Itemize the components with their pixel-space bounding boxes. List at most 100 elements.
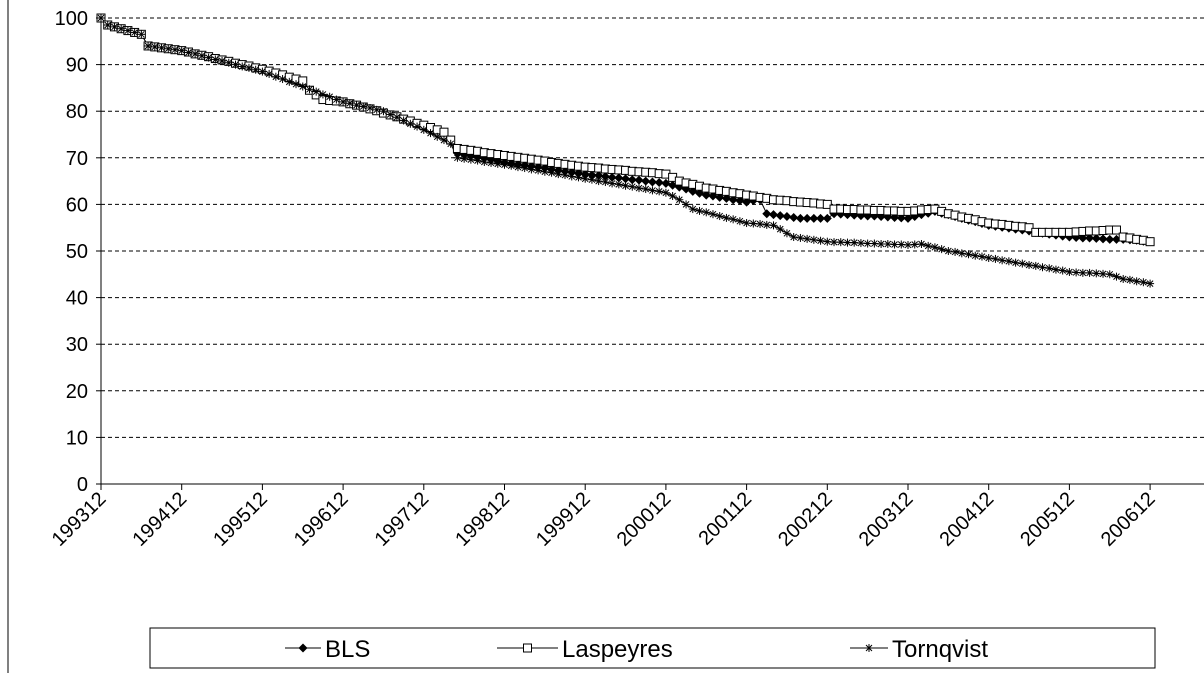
data-point bbox=[695, 206, 704, 215]
data-point bbox=[1038, 263, 1047, 272]
data-point bbox=[1111, 225, 1121, 235]
legend-marker bbox=[865, 644, 873, 652]
data-point bbox=[910, 240, 919, 249]
data-point bbox=[587, 175, 596, 184]
data-point bbox=[540, 167, 549, 176]
data-point bbox=[372, 105, 381, 114]
data-point bbox=[1078, 268, 1087, 277]
data-point bbox=[647, 177, 657, 187]
data-point bbox=[715, 212, 724, 221]
data-point bbox=[843, 238, 852, 247]
data-point bbox=[641, 176, 651, 186]
data-point bbox=[581, 174, 590, 183]
data-point bbox=[500, 160, 509, 169]
data-point bbox=[366, 103, 374, 112]
x-tick-label: 200312 bbox=[855, 488, 918, 551]
data-point bbox=[762, 220, 771, 229]
data-point bbox=[944, 247, 953, 255]
data-point bbox=[1132, 277, 1141, 286]
data-point bbox=[110, 22, 119, 31]
data-point bbox=[782, 212, 792, 222]
data-point bbox=[803, 234, 812, 243]
legend-label: BLS bbox=[325, 636, 370, 663]
data-point bbox=[244, 63, 253, 72]
data-point bbox=[702, 208, 711, 217]
data-point bbox=[103, 20, 112, 29]
data-point bbox=[487, 158, 496, 167]
data-point bbox=[742, 219, 751, 228]
y-tick-label: 10 bbox=[66, 427, 88, 449]
data-point bbox=[930, 243, 939, 252]
data-point bbox=[177, 46, 186, 55]
data-point bbox=[547, 168, 556, 177]
data-point bbox=[608, 179, 617, 188]
data-point bbox=[1125, 275, 1134, 284]
data-point bbox=[1065, 267, 1074, 276]
data-point bbox=[661, 188, 670, 197]
data-point bbox=[1119, 274, 1128, 283]
data-point bbox=[567, 172, 576, 181]
series-line bbox=[100, 17, 1151, 243]
data-point bbox=[507, 161, 516, 170]
data-point bbox=[285, 77, 294, 86]
data-point bbox=[1024, 223, 1034, 233]
x-tick-label: 199312 bbox=[48, 488, 111, 551]
data-point bbox=[1099, 269, 1108, 278]
y-tick-label: 20 bbox=[66, 381, 88, 403]
data-point bbox=[628, 182, 637, 191]
data-point bbox=[890, 240, 899, 249]
data-point bbox=[345, 99, 354, 108]
x-tick-label: 199812 bbox=[451, 488, 514, 551]
x-tick-label: 199512 bbox=[209, 488, 272, 551]
data-point bbox=[339, 97, 348, 106]
data-point bbox=[648, 186, 657, 195]
data-point bbox=[513, 163, 522, 172]
data-point bbox=[951, 247, 960, 256]
data-point bbox=[809, 235, 818, 244]
data-point bbox=[379, 107, 388, 116]
legend-marker bbox=[298, 643, 308, 653]
x-tick-label: 200612 bbox=[1097, 488, 1160, 551]
series-line bbox=[100, 17, 1151, 285]
data-point bbox=[688, 205, 697, 214]
data-point bbox=[1098, 234, 1108, 244]
data-point bbox=[607, 172, 617, 182]
data-point bbox=[822, 199, 832, 209]
x-tick-label: 200012 bbox=[613, 488, 676, 551]
data-point bbox=[1018, 259, 1027, 268]
data-point bbox=[762, 209, 772, 219]
data-point bbox=[823, 237, 832, 246]
data-point bbox=[325, 92, 334, 101]
data-point bbox=[258, 67, 267, 76]
y-tick-label: 100 bbox=[55, 8, 88, 30]
data-point bbox=[278, 75, 287, 84]
data-point bbox=[123, 26, 132, 35]
data-point bbox=[830, 238, 839, 247]
data-point bbox=[197, 51, 206, 60]
data-point bbox=[406, 119, 415, 128]
data-point bbox=[332, 95, 341, 104]
data-point bbox=[271, 72, 280, 81]
data-point bbox=[399, 116, 408, 125]
data-point bbox=[991, 254, 1000, 263]
x-tick-label: 199412 bbox=[128, 488, 191, 551]
legend-marker bbox=[523, 643, 532, 653]
y-tick-label: 30 bbox=[66, 334, 88, 356]
data-point bbox=[1085, 268, 1094, 277]
x-tick-label: 200412 bbox=[935, 488, 998, 551]
data-point bbox=[1092, 269, 1101, 278]
data-point bbox=[473, 156, 482, 165]
data-point bbox=[184, 48, 193, 57]
x-tick-label: 200512 bbox=[1016, 488, 1079, 551]
data-point bbox=[776, 225, 785, 234]
data-point bbox=[789, 233, 798, 242]
data-point bbox=[789, 212, 799, 222]
data-point bbox=[614, 180, 623, 189]
data-point bbox=[439, 127, 449, 137]
data-point bbox=[466, 155, 475, 164]
data-point bbox=[117, 24, 126, 33]
data-point bbox=[816, 213, 826, 223]
data-point bbox=[722, 213, 731, 222]
data-point bbox=[856, 239, 865, 248]
